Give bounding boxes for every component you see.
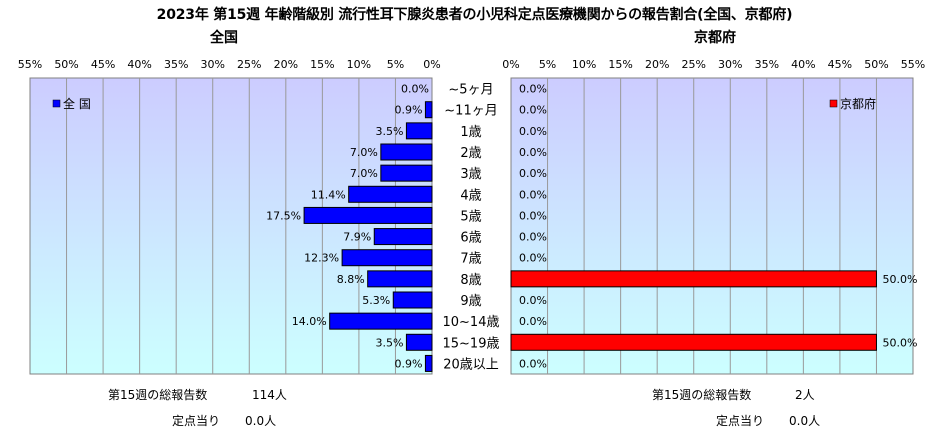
bar-national <box>405 333 433 351</box>
data-label-national: 8.8% <box>337 273 365 286</box>
national-per-value: 0.0人 <box>245 414 277 428</box>
kyoto-total-label: 第15週の総報告数 <box>652 388 752 402</box>
data-label-national: 0.9% <box>394 357 422 370</box>
tick-label-kyoto: 20% <box>645 58 669 71</box>
tick-label-national: 15% <box>310 58 334 71</box>
bar-national <box>405 122 433 140</box>
tick-label-national: 20% <box>274 58 298 71</box>
category-label: 5歳 <box>460 209 481 224</box>
plot-area-kyoto <box>510 77 914 375</box>
tick-label-kyoto: 30% <box>718 58 742 71</box>
data-label-kyoto: 0.0% <box>519 315 547 328</box>
panel-title-national: 全国 <box>210 30 238 46</box>
category-label: 20歳以上 <box>443 357 499 372</box>
category-label: ~11ヶ月 <box>444 104 497 119</box>
tick-label-kyoto: 25% <box>682 58 706 71</box>
data-label-kyoto: 0.0% <box>519 294 547 307</box>
data-label-national: 12.3% <box>304 252 339 265</box>
legend-swatch-kyoto <box>829 99 838 108</box>
data-label-kyoto: 50.0% <box>882 273 917 286</box>
bar-national <box>367 270 433 288</box>
legend-label-national: 全 国 <box>63 96 91 111</box>
tick-label-kyoto: 15% <box>608 58 632 71</box>
data-label-national: 7.9% <box>343 231 371 244</box>
data-label-national: 7.0% <box>350 146 378 159</box>
tick-label-kyoto: 45% <box>828 58 852 71</box>
data-label-national: 3.5% <box>375 336 403 349</box>
data-label-national: 17.5% <box>266 209 301 222</box>
data-label-kyoto: 0.0% <box>519 231 547 244</box>
tick-label-national: 10% <box>347 58 371 71</box>
category-label: 10~14歳 <box>443 315 500 330</box>
bar-national <box>303 206 433 224</box>
bar-national <box>373 228 433 246</box>
data-label-kyoto: 0.0% <box>519 252 547 265</box>
data-label-kyoto: 0.0% <box>519 167 547 180</box>
data-label-kyoto: 0.0% <box>519 83 547 96</box>
bar-national <box>392 291 433 309</box>
chart-title: 2023年 第15週 年齢階級別 流行性耳下腺炎患者の小児科定点医療機関からの報… <box>156 7 793 23</box>
data-label-national: 3.5% <box>375 125 403 138</box>
panel-title-kyoto: 京都府 <box>694 30 736 46</box>
category-label: 3歳 <box>460 167 481 182</box>
tick-label-national: 50% <box>54 58 78 71</box>
data-label-national: 0.0% <box>401 83 429 96</box>
category-label: 6歳 <box>460 231 481 246</box>
bar-kyoto <box>510 333 877 351</box>
tick-label-national: 30% <box>201 58 225 71</box>
data-label-kyoto: 0.0% <box>519 209 547 222</box>
bar-national <box>348 185 433 203</box>
tick-label-kyoto: 55% <box>901 58 925 71</box>
legend-swatch-national <box>52 99 61 108</box>
tick-label-kyoto: 0% <box>502 58 519 71</box>
category-label: 8歳 <box>460 273 481 288</box>
kyoto-per-value: 0.0人 <box>789 414 821 428</box>
national-per-label: 定点当り <box>172 414 221 428</box>
kyoto-total-value: 2人 <box>795 388 815 402</box>
bar-national <box>424 354 433 372</box>
category-label: 15~19歳 <box>443 336 500 351</box>
data-label-national: 7.0% <box>350 167 378 180</box>
data-label-kyoto: 50.0% <box>882 336 917 349</box>
data-label-national: 14.0% <box>292 315 327 328</box>
tick-label-national: 55% <box>18 58 42 71</box>
bar-kyoto <box>510 270 877 288</box>
data-label-national: 11.4% <box>311 188 346 201</box>
category-label: 7歳 <box>460 252 481 267</box>
data-label-kyoto: 0.0% <box>519 125 547 138</box>
tick-label-national: 25% <box>237 58 261 71</box>
tick-label-kyoto: 10% <box>572 58 596 71</box>
data-label-kyoto: 0.0% <box>519 357 547 370</box>
category-label: 2歳 <box>460 146 481 161</box>
data-label-kyoto: 0.0% <box>519 104 547 117</box>
tick-label-kyoto: 5% <box>539 58 556 71</box>
category-label: 9歳 <box>460 294 481 309</box>
kyoto-per-label: 定点当り <box>716 414 765 428</box>
national-total-value: 114人 <box>252 388 287 402</box>
bar-national <box>424 101 433 119</box>
bar-national <box>329 312 433 330</box>
bar-national <box>380 143 433 161</box>
data-label-national: 0.9% <box>394 104 422 117</box>
data-label-national: 5.3% <box>362 294 390 307</box>
data-label-kyoto: 0.0% <box>519 146 547 159</box>
category-label: 1歳 <box>460 125 481 140</box>
tick-label-national: 35% <box>164 58 188 71</box>
tick-label-kyoto: 40% <box>791 58 815 71</box>
tick-label-national: 5% <box>387 58 404 71</box>
tick-label-national: 45% <box>91 58 115 71</box>
tick-label-national: 0% <box>423 58 440 71</box>
tick-label-kyoto: 50% <box>864 58 888 71</box>
category-label: 4歳 <box>460 188 481 203</box>
bar-national <box>341 249 433 267</box>
tick-label-national: 40% <box>127 58 151 71</box>
category-label: ~5ヶ月 <box>448 83 493 98</box>
data-label-kyoto: 0.0% <box>519 188 547 201</box>
tick-label-kyoto: 35% <box>755 58 779 71</box>
national-total-label: 第15週の総報告数 <box>108 388 208 402</box>
legend-label-kyoto: 京都府 <box>840 96 876 111</box>
bar-national <box>380 164 433 182</box>
